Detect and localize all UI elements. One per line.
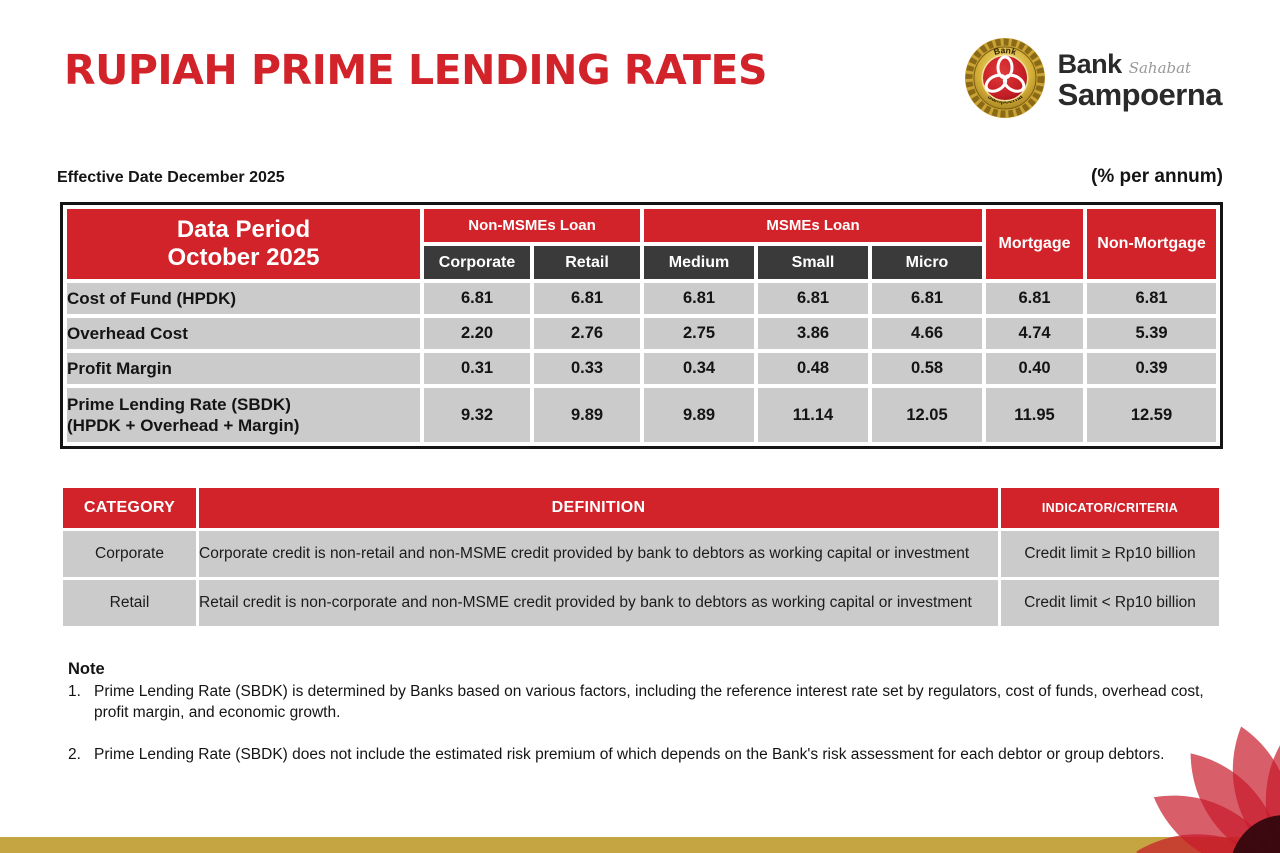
- row-label-prime-lending-rate: Prime Lending Rate (SBDK) (HPDK + Overhe…: [67, 388, 420, 442]
- cell-value: 0.58: [872, 353, 982, 384]
- group-header-msmes: MSMEs Loan: [644, 209, 982, 242]
- column-header-small: Small: [758, 246, 868, 279]
- column-header-medium: Medium: [644, 246, 754, 279]
- cell-value: 5.39: [1087, 318, 1216, 349]
- rates-table-container: Data Period October 2025 Non-MSMEs Loan …: [60, 202, 1223, 449]
- cell-value: 0.31: [424, 353, 530, 384]
- category-retail: Retail: [63, 580, 196, 626]
- cell-value: 6.81: [644, 283, 754, 314]
- cell-value: 0.40: [986, 353, 1083, 384]
- prime-rate-label-line1: Prime Lending Rate (SBDK): [67, 394, 291, 414]
- page-title: RUPIAH PRIME LENDING RATES: [64, 46, 768, 94]
- cell-value: 4.66: [872, 318, 982, 349]
- bank-sampoerna-logo: Bank Sampoerna Bank Sahabat Sampoerna: [961, 36, 1223, 120]
- cell-value: 6.81: [758, 283, 868, 314]
- cell-value: 6.81: [534, 283, 640, 314]
- note-text: Prime Lending Rate (SBDK) is determined …: [94, 683, 1204, 721]
- criteria-corporate: Credit limit ≥ Rp10 billion: [1001, 531, 1219, 577]
- column-header-mortgage: Mortgage: [986, 209, 1083, 279]
- definitions-header-criteria: INDICATOR/CRITERIA: [1001, 488, 1219, 528]
- cell-value: 2.76: [534, 318, 640, 349]
- logo-wordmark: Bank Sahabat Sampoerna: [1057, 47, 1223, 112]
- trefoil-icon: [984, 55, 1025, 93]
- cell-value: 6.81: [424, 283, 530, 314]
- category-corporate: Corporate: [63, 531, 196, 577]
- cell-value: 3.86: [758, 318, 868, 349]
- note-item-2: 2. Prime Lending Rate (SBDK) does not in…: [68, 745, 1218, 766]
- cell-value: 0.39: [1087, 353, 1216, 384]
- data-period-label: Data Period: [176, 215, 311, 243]
- prime-rate-label-line2: (HPDK + Overhead + Margin): [67, 416, 300, 435]
- group-header-non-msmes: Non-MSMEs Loan: [424, 209, 640, 242]
- cell-value: 12.59: [1087, 388, 1216, 442]
- cell-value: 2.75: [644, 318, 754, 349]
- flower-petals-decoration: [1136, 720, 1280, 853]
- cell-value: 9.32: [424, 388, 530, 442]
- definitions-table-container: CATEGORY DEFINITION INDICATOR/CRITERIA C…: [60, 485, 1222, 629]
- cell-value: 6.81: [1087, 283, 1216, 314]
- criteria-retail: Credit limit < Rp10 billion: [1001, 580, 1219, 626]
- logo-sampoerna-word: Sampoerna: [1057, 76, 1223, 112]
- note-item-1: 1. Prime Lending Rate (SBDK) is determin…: [68, 682, 1218, 723]
- column-header-retail: Retail: [534, 246, 640, 279]
- table-row: Corporate Corporate credit is non-retail…: [63, 531, 1219, 577]
- cell-value: 2.20: [424, 318, 530, 349]
- definitions-header-definition: DEFINITION: [199, 488, 998, 528]
- row-label-profit-margin: Profit Margin: [67, 353, 420, 384]
- meta-row: Effective Date December 2025 (% per annu…: [57, 166, 1223, 188]
- notes-section: Note 1. Prime Lending Rate (SBDK) is det…: [68, 660, 1218, 766]
- definition-retail: Retail credit is non-corporate and non-M…: [199, 580, 998, 626]
- cell-value: 11.95: [986, 388, 1083, 442]
- table-row: Prime Lending Rate (SBDK) (HPDK + Overhe…: [67, 388, 1216, 442]
- definitions-table: CATEGORY DEFINITION INDICATOR/CRITERIA C…: [60, 485, 1222, 629]
- cell-value: 11.14: [758, 388, 868, 442]
- rates-table: Data Period October 2025 Non-MSMEs Loan …: [60, 202, 1223, 449]
- table-row: Cost of Fund (HPDK) 6.81 6.81 6.81 6.81 …: [67, 283, 1216, 314]
- definition-corporate: Corporate credit is non-retail and non-M…: [199, 531, 998, 577]
- column-header-micro: Micro: [872, 246, 982, 279]
- note-text: Prime Lending Rate (SBDK) does not inclu…: [94, 746, 1165, 764]
- cell-value: 12.05: [872, 388, 982, 442]
- data-period-value: October 2025: [167, 244, 320, 271]
- gold-footer-bar: [0, 837, 1280, 853]
- logo-sahabat-word: Sahabat: [1128, 58, 1192, 77]
- cell-value: 0.33: [534, 353, 640, 384]
- unit-label: (% per annum): [1091, 166, 1223, 187]
- table-row: Overhead Cost 2.20 2.76 2.75 3.86 4.66 4…: [67, 318, 1216, 349]
- table-row: Retail Retail credit is non-corporate an…: [63, 580, 1219, 626]
- column-header-non-mortgage: Non-Mortgage: [1087, 209, 1216, 279]
- cell-value: 4.74: [986, 318, 1083, 349]
- cell-value: 6.81: [872, 283, 982, 314]
- column-header-corporate: Corporate: [424, 246, 530, 279]
- note-number: 1.: [68, 683, 81, 700]
- cell-value: 0.48: [758, 353, 868, 384]
- table-row: Profit Margin 0.31 0.33 0.34 0.48 0.58 0…: [67, 353, 1216, 384]
- bank-sampoerna-medallion-icon: Bank Sampoerna: [964, 38, 1045, 118]
- cell-value: 9.89: [534, 388, 640, 442]
- cell-value: 0.34: [644, 353, 754, 384]
- data-period-cell: Data Period October 2025: [67, 209, 420, 279]
- notes-title: Note: [68, 660, 105, 678]
- definitions-header-category: CATEGORY: [63, 488, 196, 528]
- row-label-overhead-cost: Overhead Cost: [67, 318, 420, 349]
- note-number: 2.: [68, 746, 81, 764]
- cell-value: 9.89: [644, 388, 754, 442]
- logo-bank-word: Bank: [1057, 48, 1123, 79]
- effective-date-label: Effective Date December 2025: [57, 169, 285, 186]
- cell-value: 6.81: [986, 283, 1083, 314]
- row-label-cost-of-fund: Cost of Fund (HPDK): [67, 283, 420, 314]
